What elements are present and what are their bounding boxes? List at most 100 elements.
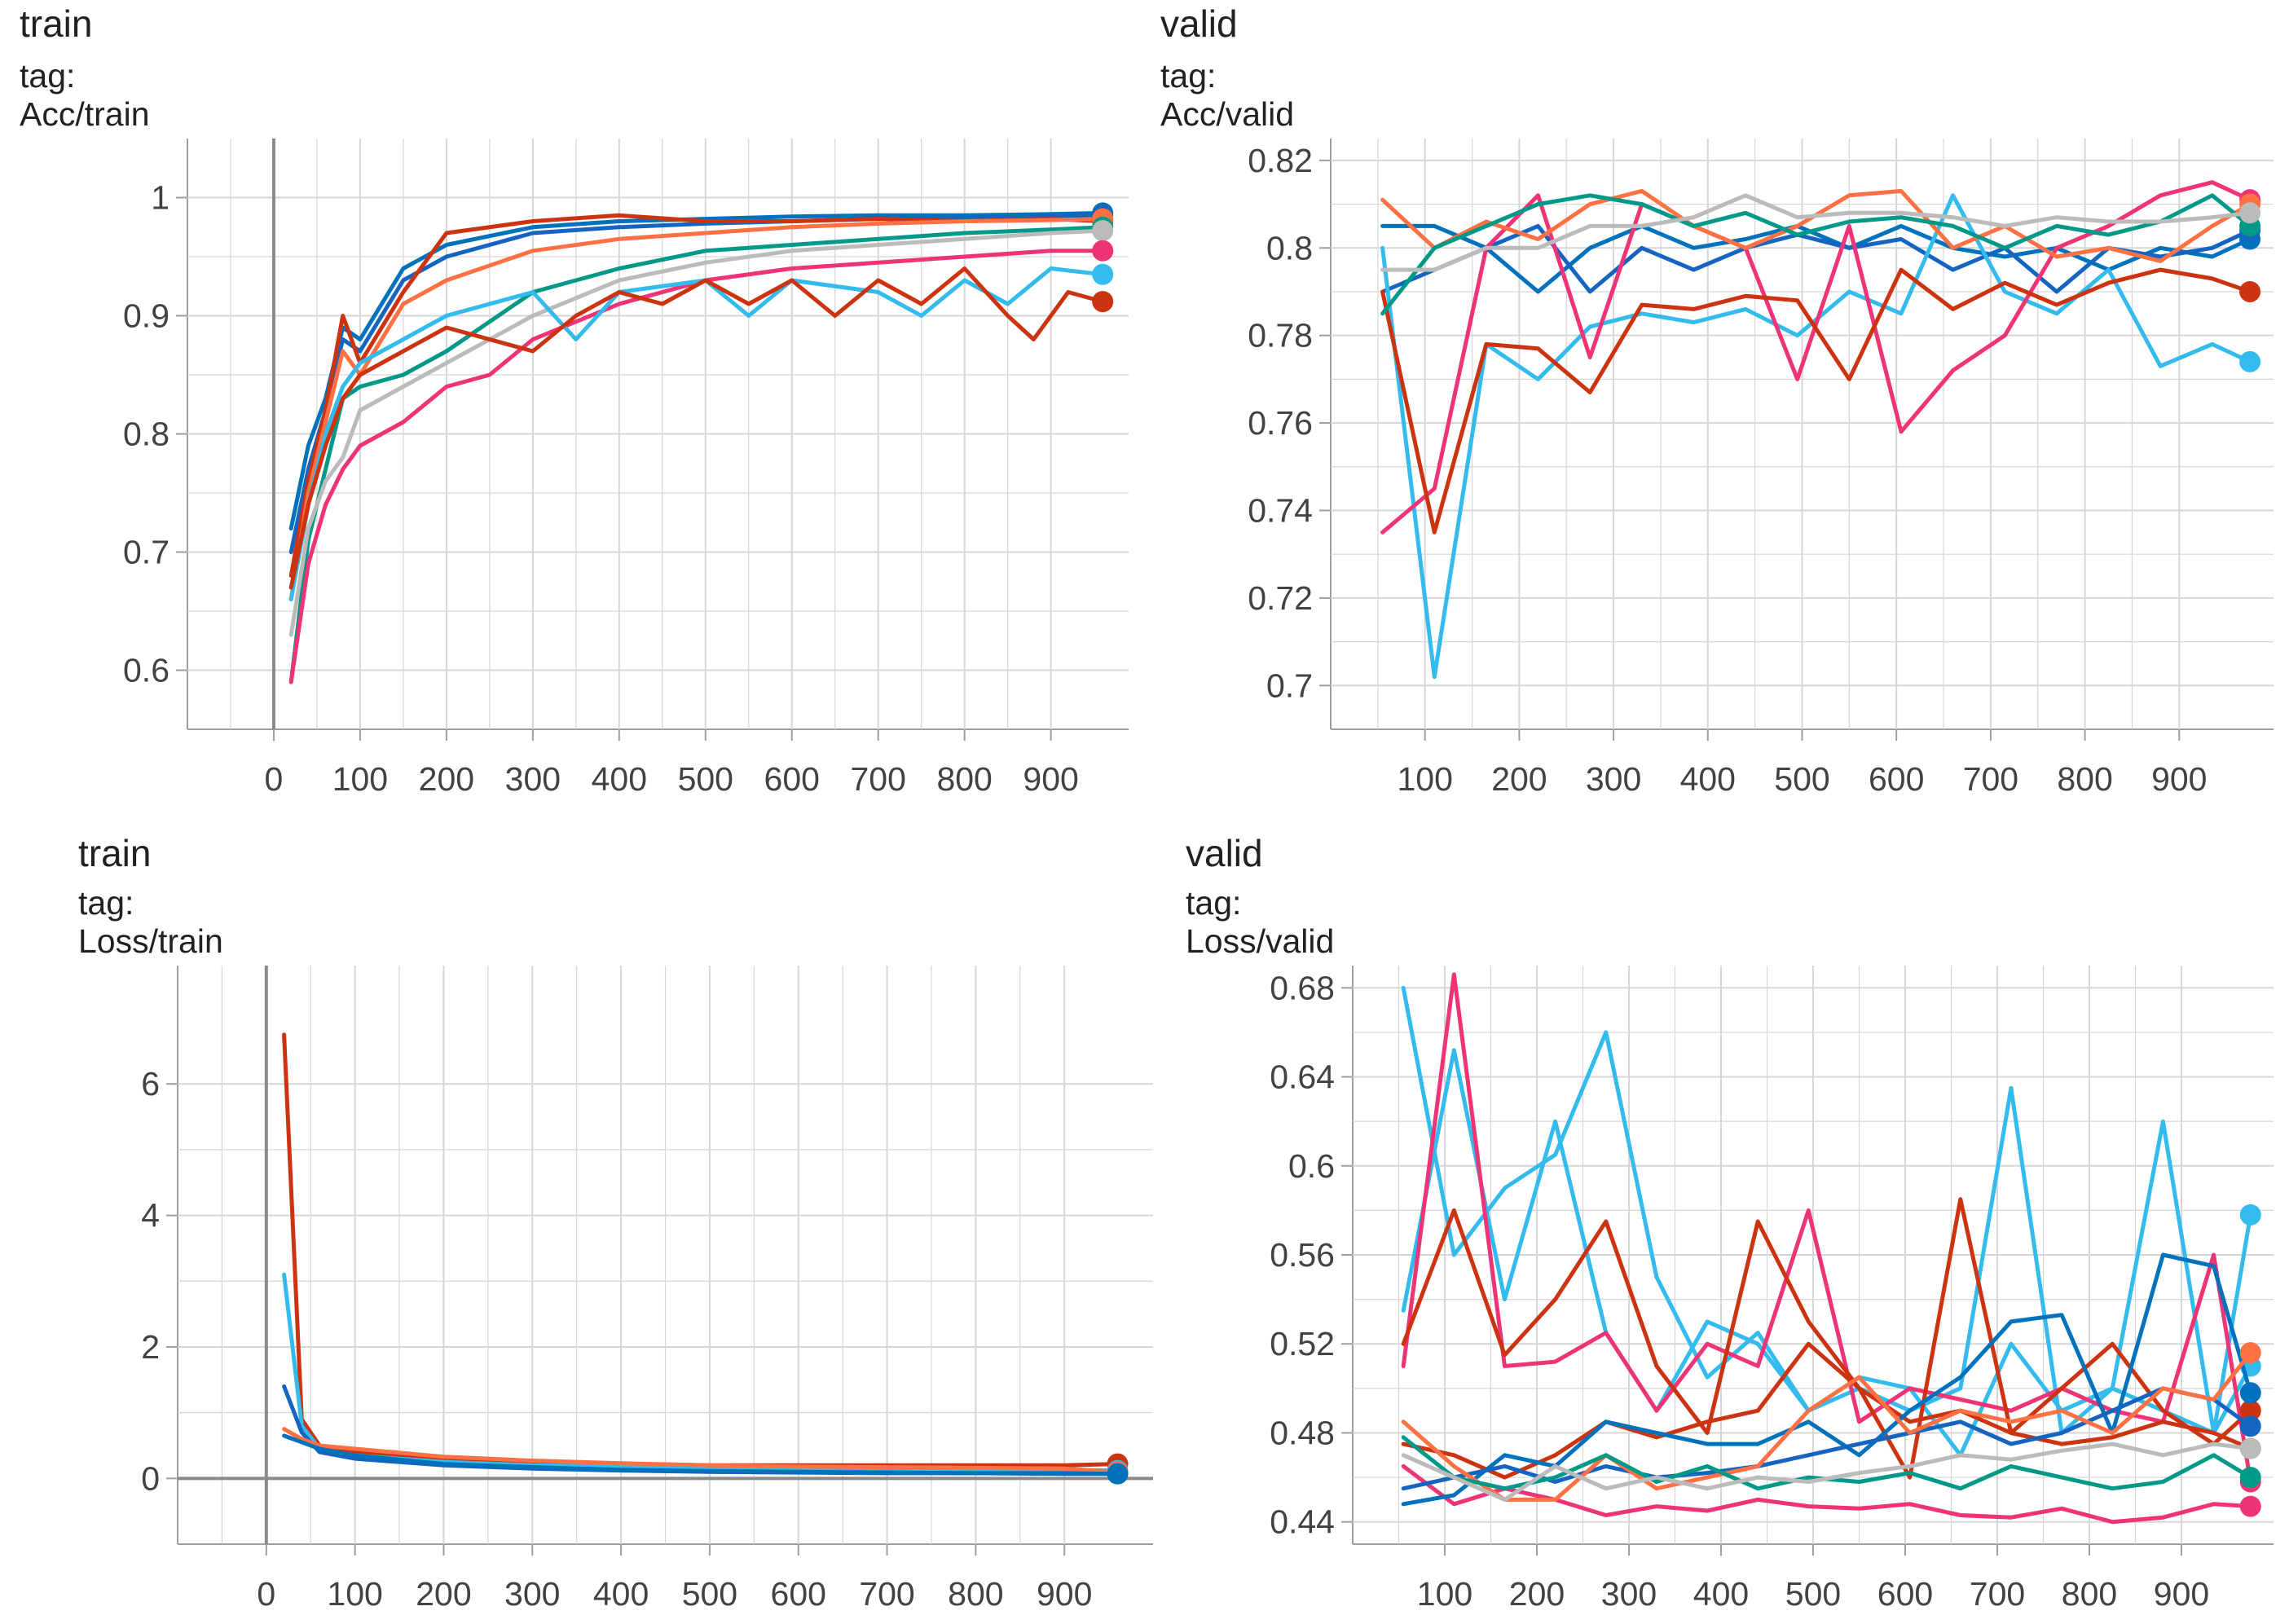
series-end-point bbox=[2239, 1342, 2261, 1364]
series-line bbox=[1380, 188, 2252, 263]
y-tick-label: 2 bbox=[141, 1328, 160, 1366]
x-tick-label: 800 bbox=[2062, 1575, 2117, 1613]
x-tick-label: 800 bbox=[936, 760, 992, 798]
x-tick-label: 200 bbox=[419, 760, 474, 798]
x-tick-label: 800 bbox=[948, 1575, 1003, 1613]
x-tick-label: 400 bbox=[593, 1575, 649, 1613]
series-end-point bbox=[2239, 1415, 2261, 1437]
series-end-point bbox=[1092, 291, 1114, 313]
series-line bbox=[282, 1433, 1120, 1477]
series-line bbox=[282, 1427, 1120, 1474]
series-end-point bbox=[2239, 1495, 2261, 1517]
x-tick-label: 200 bbox=[1491, 760, 1547, 798]
y-tick-label: 0.6 bbox=[1288, 1147, 1335, 1185]
series-line bbox=[1401, 1252, 2253, 1507]
x-tick-label: 600 bbox=[1877, 1575, 1933, 1613]
series-line bbox=[1380, 193, 2252, 680]
x-tick-label: 500 bbox=[1774, 760, 1829, 798]
x-tick-label: 700 bbox=[1970, 1575, 2025, 1613]
series-line bbox=[1401, 985, 2253, 1435]
y-tick-label: 0.68 bbox=[1270, 969, 1335, 1006]
panel-tag: tag: Loss/train bbox=[78, 884, 223, 960]
series-line bbox=[1401, 1441, 2253, 1502]
y-tick-label: 4 bbox=[141, 1197, 160, 1235]
x-tick-label: 400 bbox=[1680, 760, 1736, 798]
y-tick-label: 0.7 bbox=[1266, 667, 1313, 704]
series-end-point bbox=[2239, 1467, 2261, 1489]
series-line bbox=[1401, 1341, 2253, 1480]
series-end-point bbox=[2239, 1437, 2261, 1459]
y-tick-label: 0.7 bbox=[123, 534, 169, 571]
series-end-point bbox=[2239, 1400, 2261, 1422]
series-end-point bbox=[2239, 202, 2261, 224]
y-tick-label: 0.76 bbox=[1248, 404, 1313, 442]
x-tick-label: 700 bbox=[1963, 760, 2018, 798]
x-tick-label: 500 bbox=[678, 760, 733, 798]
x-tick-label: 300 bbox=[1601, 1575, 1657, 1613]
x-tick-label: 400 bbox=[1693, 1575, 1749, 1613]
series-line bbox=[288, 217, 1105, 601]
series-line bbox=[288, 266, 1105, 590]
panel-title: valid bbox=[1160, 2, 1238, 45]
x-tick-label: 300 bbox=[505, 760, 561, 798]
x-tick-label: 700 bbox=[859, 1575, 914, 1613]
series-line bbox=[288, 249, 1105, 684]
y-tick-label: 0.64 bbox=[1270, 1058, 1335, 1096]
x-tick-label: 200 bbox=[1509, 1575, 1565, 1613]
series-line bbox=[1380, 193, 2252, 272]
series-line bbox=[1380, 193, 2252, 316]
panel-tag: tag: Acc/train bbox=[20, 57, 150, 133]
x-tick-label: 0 bbox=[265, 760, 284, 798]
y-tick-label: 0.82 bbox=[1248, 142, 1313, 179]
x-tick-label: 600 bbox=[771, 1575, 826, 1613]
x-tick-label: 600 bbox=[764, 760, 820, 798]
panel-title: train bbox=[20, 2, 93, 45]
series-end-point bbox=[1107, 1463, 1129, 1485]
series-line bbox=[288, 225, 1105, 684]
y-tick-label: 0.8 bbox=[1266, 229, 1313, 266]
y-tick-label: 0.72 bbox=[1248, 579, 1313, 617]
x-tick-label: 100 bbox=[1397, 760, 1452, 798]
x-tick-label: 100 bbox=[332, 760, 388, 798]
x-tick-label: 500 bbox=[1785, 1575, 1841, 1613]
panel-title: train bbox=[78, 832, 152, 874]
panel-tag: tag: Loss/valid bbox=[1186, 884, 1335, 960]
panel-title: valid bbox=[1186, 832, 1263, 874]
series-line bbox=[282, 1032, 1120, 1468]
x-tick-label: 300 bbox=[1586, 760, 1641, 798]
y-tick-label: 0.6 bbox=[123, 652, 169, 689]
y-tick-label: 6 bbox=[141, 1065, 160, 1102]
x-tick-label: 200 bbox=[416, 1575, 471, 1613]
panel-tag: tag: Acc/valid bbox=[1160, 57, 1295, 133]
y-tick-label: 0.52 bbox=[1270, 1325, 1335, 1362]
x-tick-label: 900 bbox=[2154, 1575, 2209, 1613]
x-tick-label: 900 bbox=[1023, 760, 1078, 798]
series-end-point bbox=[1092, 220, 1114, 242]
x-tick-label: 800 bbox=[2057, 760, 2112, 798]
series-line bbox=[288, 213, 1105, 578]
x-tick-label: 700 bbox=[850, 760, 905, 798]
series-line bbox=[288, 228, 1105, 637]
x-tick-label: 600 bbox=[1869, 760, 1924, 798]
y-tick-label: 1 bbox=[151, 179, 169, 217]
y-tick-label: 0.78 bbox=[1248, 317, 1313, 354]
series-end-point bbox=[1092, 263, 1114, 285]
series-line bbox=[1401, 1435, 2253, 1491]
y-tick-label: 0.48 bbox=[1270, 1414, 1335, 1451]
series-line bbox=[1401, 1197, 2253, 1480]
y-tick-label: 0.44 bbox=[1270, 1503, 1335, 1541]
series-end-point bbox=[2239, 280, 2261, 302]
series-end-point bbox=[2239, 350, 2261, 372]
series-line bbox=[1380, 267, 2252, 535]
series-end-point bbox=[2239, 1382, 2261, 1404]
x-tick-label: 300 bbox=[504, 1575, 560, 1613]
x-tick-label: 100 bbox=[327, 1575, 382, 1613]
y-tick-label: 0.56 bbox=[1270, 1236, 1335, 1274]
series-line bbox=[1401, 1350, 2253, 1502]
x-tick-label: 900 bbox=[2151, 760, 2207, 798]
x-tick-label: 400 bbox=[592, 760, 647, 798]
y-tick-label: 0 bbox=[141, 1459, 160, 1497]
y-tick-label: 0.74 bbox=[1248, 491, 1313, 529]
x-tick-label: 500 bbox=[682, 1575, 737, 1613]
